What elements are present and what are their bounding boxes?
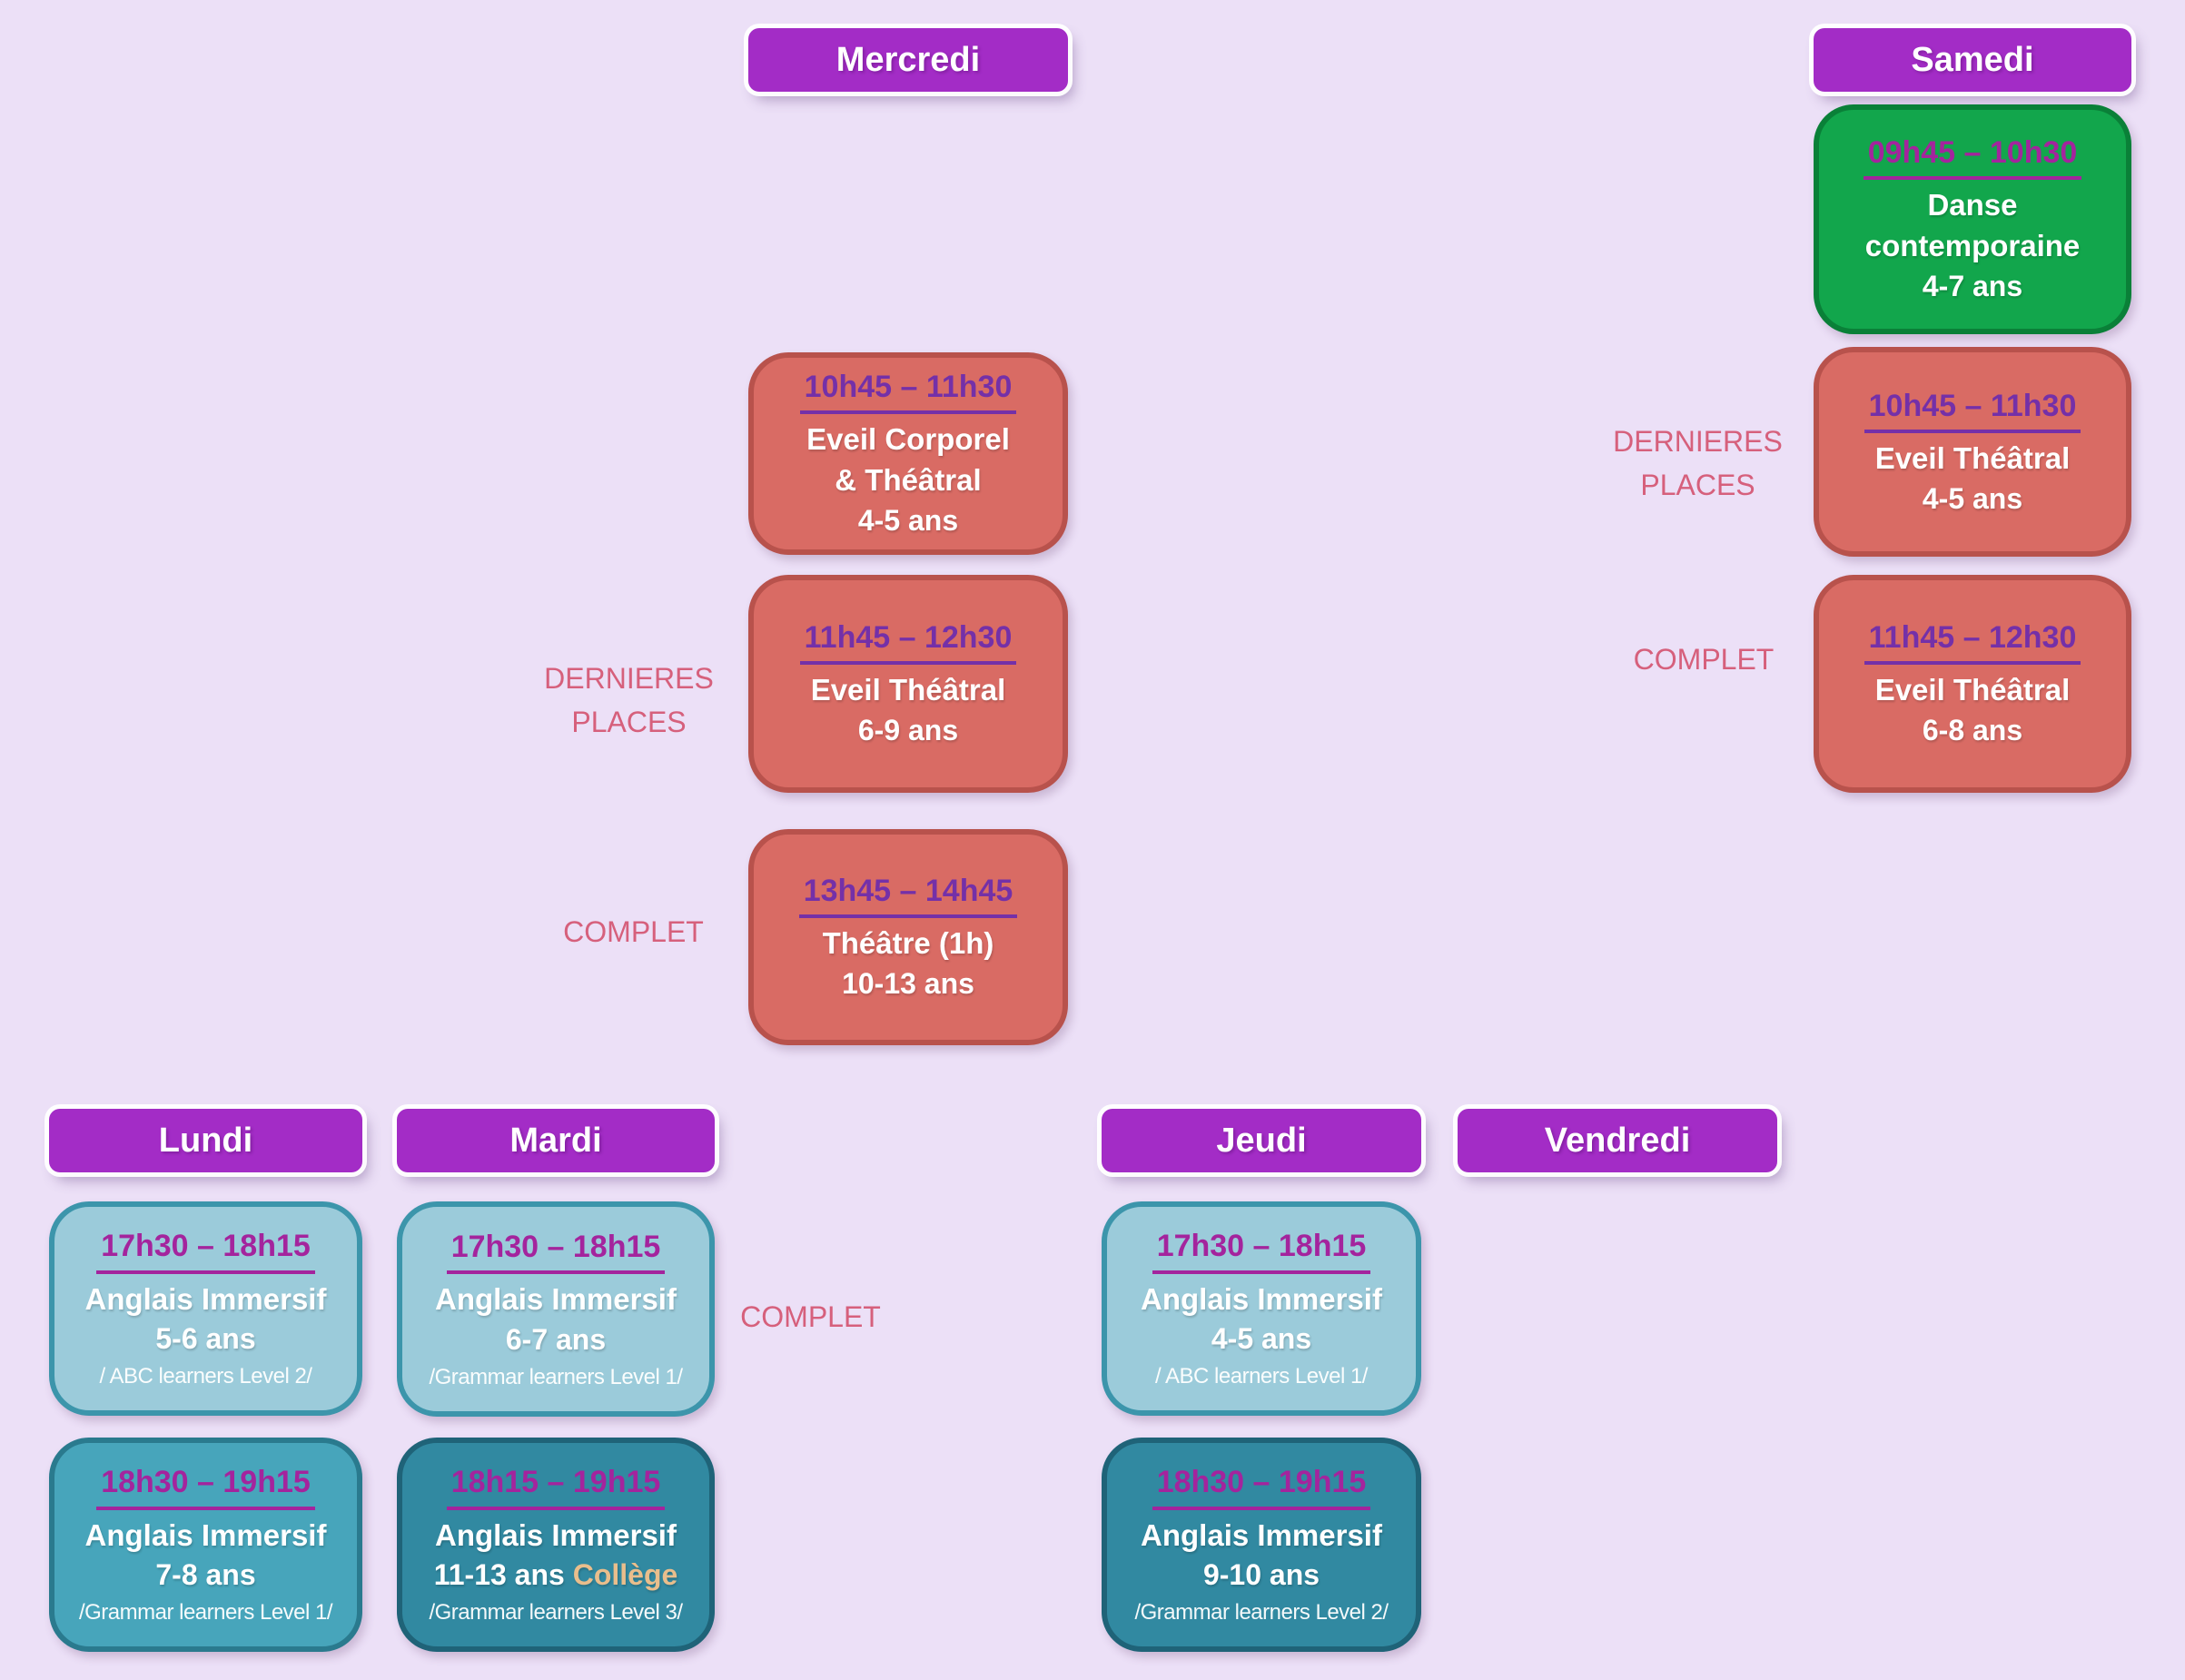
class-card-mercredi-eveil-theatral: 11h45 – 12h30 Eveil Théâtral 6-9 ans bbox=[748, 575, 1068, 793]
card-time: 18h15 – 19h15 bbox=[446, 1461, 666, 1510]
card-level: / ABC learners Level 2/ bbox=[99, 1364, 312, 1388]
card-age: 6-9 ans bbox=[857, 714, 959, 747]
card-time: 17h30 – 18h15 bbox=[96, 1225, 315, 1274]
card-age: 10-13 ans bbox=[842, 967, 974, 1001]
card-title: Danse contemporaine bbox=[1864, 188, 2081, 263]
status-label-complet-mardi: COMPLET bbox=[740, 1300, 881, 1333]
card-title: Théâtre (1h) bbox=[822, 926, 994, 961]
card-age: 9-10 ans bbox=[1202, 1558, 1320, 1592]
card-title: Anglais Immersif bbox=[435, 1517, 677, 1552]
card-title: Anglais Immersif bbox=[1141, 1281, 1382, 1316]
card-title: Anglais Immersif bbox=[84, 1517, 327, 1552]
status-label-complet-samedi: COMPLET bbox=[1633, 643, 1775, 676]
card-title: Eveil Théâtral bbox=[1874, 440, 2071, 475]
card-time: 11h45 – 12h30 bbox=[1864, 617, 2081, 666]
card-title: Eveil Corporel & Théâtral bbox=[806, 422, 1010, 498]
day-header-jeudi: Jeudi bbox=[1102, 1109, 1421, 1172]
class-card-mardi-anglais-1730: 17h30 – 18h15 Anglais Immersif 6-7 ans /… bbox=[397, 1201, 715, 1417]
class-card-mardi-anglais-1815: 18h15 – 19h15 Anglais Immersif 11-13 ans… bbox=[397, 1438, 715, 1652]
card-level: /Grammar learners Level 1/ bbox=[78, 1600, 333, 1625]
card-level: /Grammar learners Level 3/ bbox=[429, 1600, 683, 1625]
card-title: Anglais Immersif bbox=[1141, 1517, 1382, 1552]
card-age-college: Collège bbox=[572, 1558, 678, 1592]
class-card-lundi-anglais-1830: 18h30 – 19h15 Anglais Immersif 7-8 ans /… bbox=[49, 1438, 362, 1652]
card-level: / ABC learners Level 1/ bbox=[1155, 1364, 1368, 1388]
card-age: 7-8 ans bbox=[155, 1558, 256, 1592]
class-card-samedi-eveil-theatral-1: 10h45 – 11h30 Eveil Théâtral 4-5 ans bbox=[1814, 347, 2131, 557]
card-time: 13h45 – 14h45 bbox=[798, 870, 1018, 919]
card-age: 6-8 ans bbox=[1922, 714, 2023, 747]
card-age: 5-6 ans bbox=[155, 1322, 256, 1356]
class-card-samedi-eveil-theatral-2: 11h45 – 12h30 Eveil Théâtral 6-8 ans bbox=[1814, 575, 2131, 793]
card-title: Eveil Théâtral bbox=[810, 673, 1006, 707]
card-age: 4-7 ans bbox=[1922, 270, 2023, 303]
card-age: 4-5 ans bbox=[857, 504, 959, 538]
class-card-jeudi-anglais-1730: 17h30 – 18h15 Anglais Immersif 4-5 ans /… bbox=[1102, 1201, 1421, 1416]
day-header-samedi: Samedi bbox=[1814, 28, 2131, 92]
card-time: 10h45 – 11h30 bbox=[799, 366, 1017, 415]
card-time: 09h45 – 10h30 bbox=[1863, 132, 2082, 181]
card-age: 11-13 ans Collège bbox=[433, 1558, 678, 1592]
card-age: 4-5 ans bbox=[1922, 481, 2023, 515]
card-age: 4-5 ans bbox=[1211, 1322, 1312, 1356]
card-title: Anglais Immersif bbox=[435, 1282, 677, 1317]
status-label-complet-mercredi: COMPLET bbox=[563, 915, 704, 948]
card-level: /Grammar learners Level 2/ bbox=[1134, 1600, 1389, 1625]
class-card-mercredi-theatre: 13h45 – 14h45 Théâtre (1h) 10-13 ans bbox=[748, 829, 1068, 1045]
day-header-vendredi: Vendredi bbox=[1458, 1109, 1777, 1172]
card-time: 18h30 – 19h15 bbox=[1152, 1461, 1371, 1510]
day-header-mercredi: Mercredi bbox=[748, 28, 1068, 92]
card-time: 10h45 – 11h30 bbox=[1864, 385, 2081, 433]
status-label-dernieres-places-mercredi: DERNIERES PLACES bbox=[544, 662, 714, 738]
day-header-mardi: Mardi bbox=[397, 1109, 715, 1172]
card-time: 11h45 – 12h30 bbox=[799, 617, 1017, 666]
card-time: 17h30 – 18h15 bbox=[446, 1226, 666, 1275]
class-card-lundi-anglais-1730: 17h30 – 18h15 Anglais Immersif 5-6 ans /… bbox=[49, 1201, 362, 1416]
card-title: Eveil Théâtral bbox=[1874, 673, 2071, 707]
class-card-samedi-danse: 09h45 – 10h30 Danse contemporaine 4-7 an… bbox=[1814, 104, 2131, 334]
card-time: 18h30 – 19h15 bbox=[96, 1461, 315, 1510]
card-age: 6-7 ans bbox=[505, 1322, 607, 1356]
card-level: /Grammar learners Level 1/ bbox=[429, 1364, 683, 1389]
card-time: 17h30 – 18h15 bbox=[1152, 1225, 1371, 1274]
card-title: Anglais Immersif bbox=[84, 1281, 327, 1316]
status-label-dernieres-places-samedi: DERNIERES PLACES bbox=[1613, 425, 1783, 501]
day-header-lundi: Lundi bbox=[49, 1109, 362, 1172]
class-card-jeudi-anglais-1830: 18h30 – 19h15 Anglais Immersif 9-10 ans … bbox=[1102, 1438, 1421, 1652]
class-card-mercredi-eveil-corporel: 10h45 – 11h30 Eveil Corporel & Théâtral … bbox=[748, 352, 1068, 555]
